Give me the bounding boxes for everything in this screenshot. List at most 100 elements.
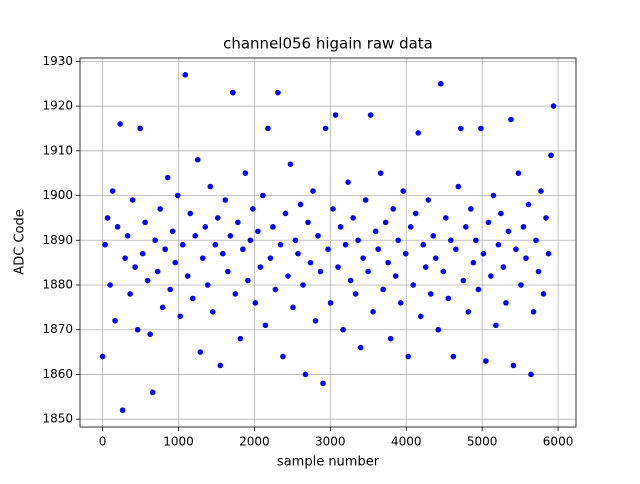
data-point <box>305 219 311 226</box>
data-point <box>204 282 211 288</box>
data-point <box>270 224 276 230</box>
data-point <box>528 371 534 378</box>
x-tick-label: 5000 <box>467 435 498 449</box>
data-point <box>360 255 366 261</box>
data-point <box>375 246 381 253</box>
data-point <box>355 237 361 244</box>
data-point <box>290 304 296 311</box>
data-point <box>352 291 359 297</box>
data-point <box>350 215 356 221</box>
data-point <box>362 197 369 203</box>
data-point <box>405 353 412 360</box>
data-point <box>417 313 424 320</box>
data-point <box>332 112 339 118</box>
data-point <box>292 237 299 244</box>
y-axis-label: ADC Code <box>13 209 28 274</box>
data-point <box>465 309 472 315</box>
data-point <box>523 255 529 261</box>
data-point <box>184 273 191 279</box>
data-point <box>285 273 291 279</box>
y-tick-label: 1890 <box>42 233 73 247</box>
data-point <box>437 80 444 87</box>
data-point <box>432 255 439 261</box>
data-point <box>503 300 509 306</box>
data-point <box>540 291 547 297</box>
data-point <box>159 304 166 311</box>
data-point <box>325 246 331 253</box>
data-point <box>144 277 151 284</box>
data-point <box>488 273 494 279</box>
data-point <box>505 228 512 235</box>
data-point <box>493 322 499 329</box>
data-point <box>440 268 447 275</box>
data-point <box>117 121 123 127</box>
data-point <box>232 291 239 297</box>
data-point <box>237 335 244 342</box>
data-point <box>214 215 221 221</box>
data-point <box>282 210 289 217</box>
data-point <box>199 255 206 261</box>
data-point <box>137 125 143 132</box>
data-point <box>104 215 111 221</box>
data-point <box>192 232 199 239</box>
data-point <box>483 358 489 364</box>
data-point <box>365 268 371 275</box>
data-point <box>530 309 537 315</box>
data-point <box>395 237 401 244</box>
x-tick-label: 6000 <box>543 435 574 449</box>
data-point <box>262 322 269 329</box>
data-point <box>315 232 321 239</box>
data-point <box>177 313 184 320</box>
data-point <box>342 241 349 248</box>
data-point <box>480 250 487 257</box>
data-point <box>317 268 324 275</box>
data-point <box>535 268 542 275</box>
data-point <box>230 89 236 96</box>
data-point <box>520 224 527 230</box>
data-point <box>322 125 329 132</box>
data-point <box>112 317 118 324</box>
data-point <box>312 317 319 324</box>
data-point <box>475 286 482 293</box>
x-axis-label: sample number <box>277 455 380 470</box>
data-point <box>327 300 334 306</box>
data-point <box>169 228 176 235</box>
data-point <box>252 300 259 306</box>
data-point <box>412 210 419 217</box>
data-point <box>335 264 341 270</box>
data-point <box>463 224 469 230</box>
data-point <box>370 309 376 315</box>
data-point <box>450 353 457 360</box>
y-tick-label: 1870 <box>42 322 73 336</box>
data-point <box>430 232 437 239</box>
y-tick-label: 1860 <box>42 367 73 381</box>
data-point <box>372 228 379 235</box>
y-tick-label: 1880 <box>42 277 73 291</box>
data-point <box>435 326 442 333</box>
data-point <box>102 241 108 248</box>
data-point <box>330 206 336 212</box>
y-tick-label: 1930 <box>42 54 73 68</box>
data-point <box>500 264 507 270</box>
data-point <box>109 188 116 194</box>
data-point <box>407 224 414 230</box>
data-point <box>548 152 554 159</box>
data-point <box>518 282 524 288</box>
data-point <box>222 197 229 203</box>
data-point <box>207 183 214 190</box>
data-point <box>442 215 449 221</box>
data-point <box>445 295 452 302</box>
data-point <box>455 183 462 190</box>
x-tick-label: 2000 <box>239 435 270 449</box>
data-point <box>167 286 173 293</box>
x-tick-label: 3000 <box>315 435 346 449</box>
data-point <box>422 264 429 270</box>
data-point <box>508 116 514 123</box>
data-point <box>235 219 241 226</box>
data-point <box>448 237 454 244</box>
data-point <box>127 291 133 297</box>
data-point <box>543 215 549 221</box>
data-point <box>194 156 201 163</box>
y-tick-label: 1920 <box>42 99 73 113</box>
data-point <box>392 273 399 279</box>
